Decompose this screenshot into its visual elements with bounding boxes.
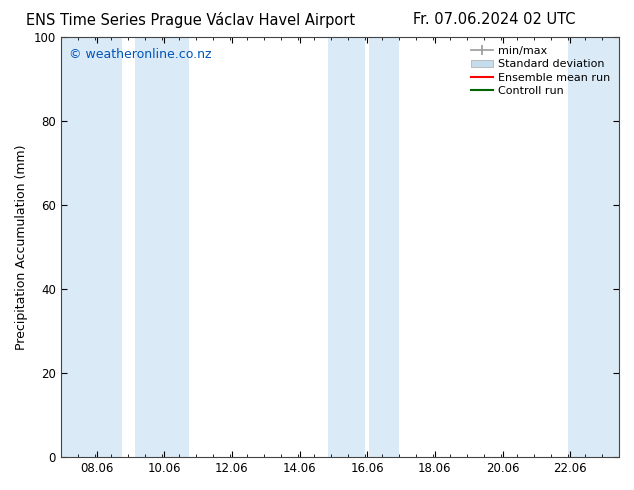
Text: Fr. 07.06.2024 02 UTC: Fr. 07.06.2024 02 UTC	[413, 12, 576, 27]
Text: © weatheronline.co.nz: © weatheronline.co.nz	[69, 48, 212, 61]
Bar	[61, 37, 122, 457]
Bar	[368, 37, 399, 457]
Y-axis label: Precipitation Accumulation (mm): Precipitation Accumulation (mm)	[15, 145, 28, 350]
Bar	[135, 37, 190, 457]
Legend: min/max, Standard deviation, Ensemble mean run, Controll run: min/max, Standard deviation, Ensemble me…	[468, 43, 614, 99]
Bar	[328, 37, 365, 457]
Text: ENS Time Series Prague Václav Havel Airport: ENS Time Series Prague Václav Havel Airp…	[25, 12, 355, 28]
Bar	[568, 37, 619, 457]
